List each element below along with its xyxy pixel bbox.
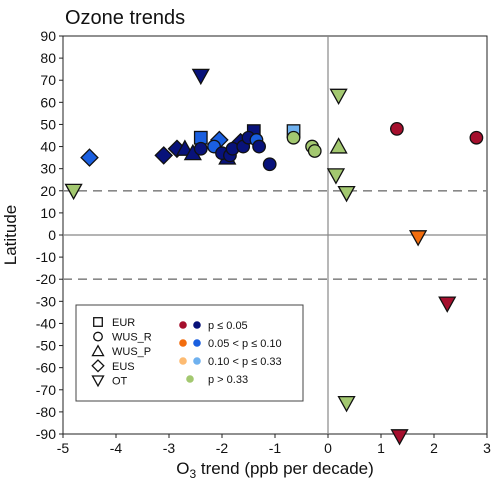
data-point-triangle-up [329,137,348,154]
x-axis-title-main: O [176,459,189,478]
x-tick-label: -3 [163,440,176,456]
legend-significance-entries: p ≤ 0.05 0.05 < p ≤ 0.10 0.10 < p ≤ 0.33 p … [179,320,282,386]
legend: EUR WUS_R WUS_P EUS OT p ≤ 0.05 0.05 < p ≤ 0.… [75,304,304,402]
y-tick-label: 60 [40,94,56,110]
y-tick-label: 30 [40,161,56,177]
data-point-triangle-down [64,183,83,201]
y-tick-label: 0 [48,227,56,243]
legend-significance-label: 0.10 < p ≤ 0.33 [208,356,282,368]
data-point-triangle-down [329,88,348,106]
x-tick-label: 2 [430,440,438,456]
data-point-triangle-down [326,168,346,185]
data-point-diamond [80,148,99,167]
data-point-triangle-down [337,185,356,203]
legend-shape-label: WUS_P [112,346,151,358]
x-tick-label: -1 [269,440,282,456]
data-point-circle [390,121,404,136]
x-axis-title-subscript: 3 [189,467,196,481]
data-point-circle [286,130,301,145]
x-axis-title-rest: trend (ppb per decade) [196,459,374,478]
data-points [64,68,484,446]
y-tick-label: -40 [36,315,56,331]
legend-color-swatch [193,357,201,365]
legend-color-swatch [179,339,187,347]
plot-area [62,35,488,446]
y-tick-label: -50 [36,338,56,354]
legend-significance-label: 0.05 < p ≤ 0.10 [208,338,282,350]
legend-color-swatch [193,339,201,347]
y-axis-ticks: 90 80 70 60 50 40 30 20 10 0 -10 -20 -30 -40 -50 -60 -70… [36,28,63,442]
y-tick-label: 70 [40,72,56,88]
data-point-circle [193,141,208,156]
y-tick-label: -60 [36,360,56,376]
x-tick-label: -2 [216,440,229,456]
y-tick-label: -20 [36,271,56,287]
y-tick-label: 50 [40,116,56,132]
legend-marker-triangle-down [91,375,105,388]
legend-marker-square [93,317,103,327]
x-tick-label: 0 [324,440,332,456]
legend-shape-entries: EUR WUS_R WUS_P EUS OT [91,317,152,388]
y-tick-label: 90 [40,28,56,44]
data-point-triangle-down [390,429,409,446]
y-tick-label: 80 [40,50,56,66]
x-tick-label: 1 [377,440,385,456]
y-tick-label: -10 [36,249,56,265]
chart-title: Ozone trends [65,7,185,29]
legend-color-swatch [179,357,187,365]
x-tick-label: -5 [57,440,70,456]
y-tick-label: -80 [36,404,56,420]
y-tick-label: -30 [36,293,56,309]
x-tick-label: 3 [483,440,491,456]
y-tick-label: -70 [36,382,56,398]
data-point-triangle-down [408,230,428,247]
x-tick-label: -4 [110,440,123,456]
legend-significance-label: p ≤ 0.05 [208,320,248,332]
y-tick-label: -90 [36,426,56,442]
y-tick-label: 20 [40,183,56,199]
legend-box [75,304,304,402]
legend-significance-label: p > 0.33 [208,374,248,386]
legend-color-swatch [186,375,194,383]
legend-shape-label: OT [112,375,128,387]
legend-shape-label: WUS_R [112,332,152,344]
legend-marker-circle [93,331,103,342]
y-axis-title: Latitude [1,205,20,266]
data-point-diamond [154,146,174,165]
legend-color-swatch [179,321,187,329]
legend-color-swatch [193,321,201,329]
data-point-circle [469,130,484,145]
data-point-triangle-down [438,296,457,313]
data-point-circle [262,157,277,172]
legend-marker-triangle-up [91,344,105,357]
x-axis-ticks: -5 -4 -3 -2 -1 0 1 2 3 [57,434,491,456]
data-point-circle [307,144,322,158]
legend-shape-label: EUS [112,361,135,373]
data-point-triangle-down [191,68,210,86]
y-tick-label: 40 [40,139,56,155]
legend-marker-diamond [91,359,105,373]
data-point-circle [252,139,266,154]
y-tick-label: 10 [40,205,56,221]
data-point-triangle-down [337,395,356,413]
legend-shape-label: EUR [112,317,135,329]
x-axis-title: O3 trend (ppb per decade) [176,459,374,481]
